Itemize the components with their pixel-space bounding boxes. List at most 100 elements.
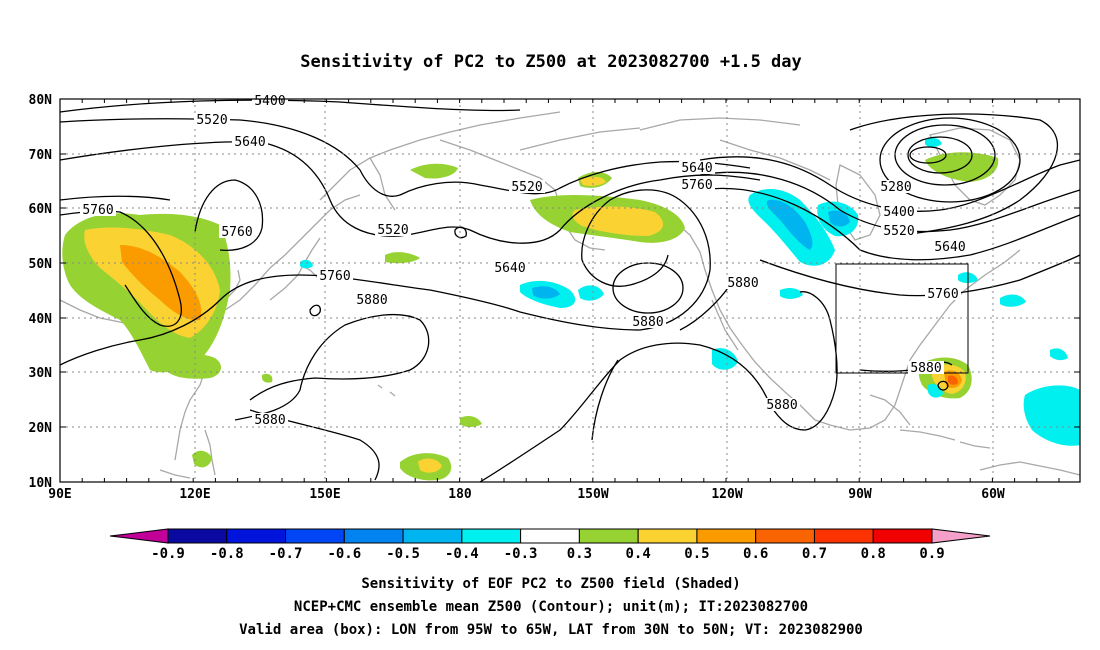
lon-label-150w: 150W [577,487,608,502]
contour-label: 5280 [880,180,911,195]
contour-5880-upper [679,284,731,331]
lat-axis-labels: 80N 70N 60N 50N 40N 30N 20N 10N [29,93,53,491]
lon-axis-labels: 90E 120E 150E 180 150W 120W 90W 60W [48,487,1005,502]
contour-label-bg [881,224,917,237]
map-frame [59,98,1081,483]
shade-asia-south-green [165,353,222,379]
contour-label-bg [908,361,944,374]
shade-pacific-blue [532,286,560,299]
colorbar-box [520,528,580,544]
colorbar-tick-label: -0.5 [386,546,420,562]
sensitivity-shading [62,137,1080,481]
colorbar-tick-label: 0.8 [861,546,886,562]
shade-canada-blue [766,199,813,250]
colorbar-box [167,528,228,544]
contour-5880-ext [591,359,619,441]
contour-label: 5520 [511,180,542,195]
contour-label-bg [932,240,968,253]
shade-hurricane-red [948,375,958,385]
lat-label-50n: 50N [29,257,53,272]
contour-5280-c [879,117,1021,203]
contour-label: 5880 [910,361,941,376]
contour-label: 5760 [927,287,958,302]
contour-label: 5520 [377,223,408,238]
contour-label: 5760 [82,203,113,218]
colorbar-tick-label: 0.4 [626,546,651,562]
colorbar [109,528,991,544]
lat-label-30n: 30N [29,366,53,381]
contour-small-loop-3 [937,380,949,391]
contour-labels: 5400 5520 5640 5760 5760 5520 5520 5640 5640 5760… [80,94,968,428]
contour-5520 [59,118,751,197]
colorbar-high-arrow [931,528,991,544]
shade-pacific-cyan-3 [712,348,738,370]
contour-label: 5880 [766,398,797,413]
contour-label-bg [252,94,288,107]
shade-alaska-yellow [572,206,664,236]
shade-us-cyan [780,287,803,299]
contour-label-bg [509,180,545,193]
contour-label: 5760 [221,225,252,240]
colorbar-box [461,528,522,544]
shade-pacific-green-2 [385,252,420,264]
colorbar-tick-labels: -0.9 -0.8 -0.7 -0.6 -0.5 -0.4 -0.3 0.3 0.4 0.5 0.6… [151,546,945,562]
contour-label-bg [679,161,715,174]
colorbar-tick-label: 0.5 [684,546,709,562]
shade-south-yellow [418,458,442,473]
lon-label-120w: 120W [711,487,742,502]
contour-label: 5640 [494,261,525,276]
shade-bering-yellow [580,176,606,186]
contour-label: 5520 [196,113,227,128]
shade-pacific-cyan-2 [578,285,604,301]
lat-label-10n: 10N [29,476,53,491]
colorbar-tick-label: -0.4 [445,546,479,562]
colorbar-tick-label: 0.7 [802,546,827,562]
contour-5400 [59,99,521,113]
contour-small-loop-2 [454,226,467,239]
contour-label-bg [252,413,288,426]
colorbar-box [872,528,933,544]
lon-label-120e: 120E [179,487,210,502]
grid-lines [60,99,1080,482]
caption-contour: NCEP+CMC ensemble mean Z500 (Contour); u… [294,599,808,615]
contour-5880-left [234,313,430,421]
lat-label-40n: 40N [29,312,53,327]
shade-atlantic-cyan [1000,294,1026,307]
contour-label-bg [878,180,914,193]
lat-label-70n: 70N [29,148,53,163]
figure-title: Sensitivity of PC2 to Z500 at 2023082700… [300,52,802,72]
contour-label: 5640 [234,135,265,150]
contour-label: 5880 [356,293,387,308]
caption-shaded: Sensitivity of EOF PC2 to Z500 field (Sh… [361,576,740,592]
contour-outer-greenland [849,113,1058,236]
shade-pacific-green-3 [460,416,482,427]
colorbar-box [578,528,639,544]
colorbar-tick-label: 0.6 [743,546,768,562]
lon-label-150e: 150E [309,487,340,502]
colorbar-box [285,528,345,544]
colorbar-tick-label: -0.6 [327,546,361,562]
lon-label-90w: 90W [848,487,872,502]
lon-label-180: 180 [448,487,472,502]
shade-atlantic-cyan-3 [1050,348,1068,361]
contour-label-bg [317,269,353,282]
contour-5280-b [894,124,996,186]
caption-valid-area: Valid area (box): LON from 95W to 65W, L… [239,622,863,638]
contour-label-bg [925,287,961,300]
colorbar-box [813,528,874,544]
colorbar-box [755,528,815,544]
contour-label-bg [375,223,411,236]
colorbar-tick-label: 0.3 [567,546,592,562]
colorbar-tick-label: 0.9 [919,546,944,562]
contour-label: 5640 [934,240,965,255]
colorbar-box [226,528,287,544]
contour-inner [909,146,947,164]
contour-label: 5400 [883,205,914,220]
contour-label: 5400 [254,94,285,109]
contour-5760-left-top [59,195,171,201]
shade-greenland-cyan [925,137,942,147]
shade-pacific-north-green [410,163,458,179]
shade-small-green [262,373,273,383]
contour-label: 5520 [883,224,914,239]
